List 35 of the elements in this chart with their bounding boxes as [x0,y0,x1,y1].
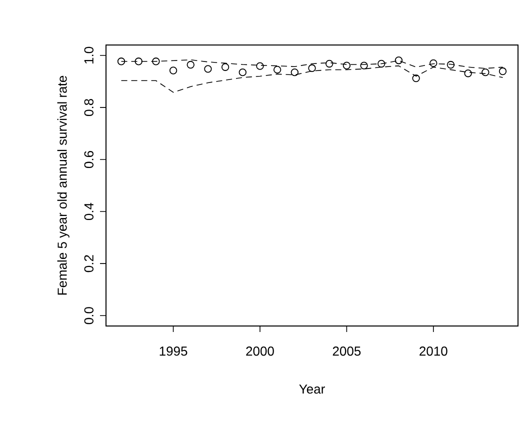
point [498,67,507,76]
point [221,63,230,71]
point [152,58,160,66]
y-tick-label: 0.2 [84,255,94,272]
point [342,62,351,70]
x-tick-label: 2010 [420,346,448,356]
y-tick-label: 1.0 [84,46,94,64]
y-tick-label: 0.6 [84,151,94,168]
point [256,62,264,70]
point [273,66,282,74]
y-axis-title: Female 5 year old annual survival rate [57,76,70,295]
x-tick-label: 2005 [332,346,361,356]
point [117,58,126,66]
point [238,68,246,76]
point [290,68,299,76]
point [204,65,212,73]
point [378,60,386,68]
point [308,64,316,72]
point [394,56,403,64]
point [482,68,490,76]
point [169,66,178,74]
x-tick-label: 1995 [160,346,188,356]
point [360,62,368,70]
point [186,60,194,69]
point [464,70,472,78]
y-tick-label: 0.4 [84,202,94,220]
y-tick-label: 0.0 [84,307,94,324]
x-axis-title: Year [299,384,325,394]
point [430,59,438,68]
x-tick-label: 2000 [246,346,274,356]
point [446,60,455,69]
point [326,60,334,68]
y-tick-label: 0.8 [84,98,94,116]
point [134,58,142,66]
point [412,74,420,82]
